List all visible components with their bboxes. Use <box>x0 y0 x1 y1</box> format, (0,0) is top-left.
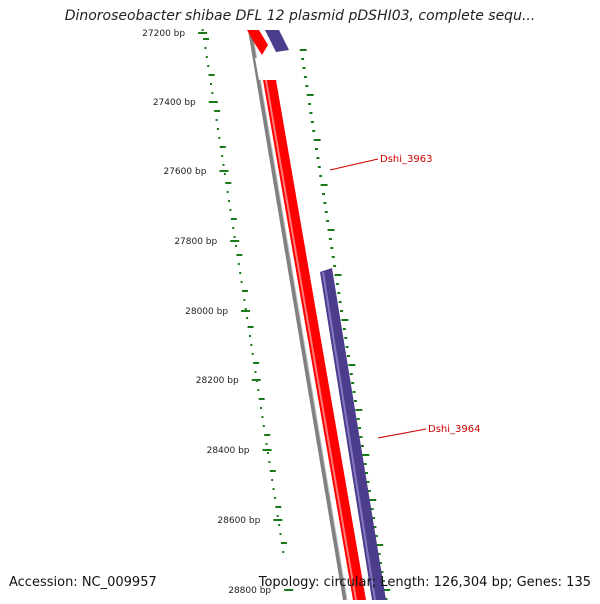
backbone-highlight <box>251 29 348 601</box>
gene-fragment-red-top <box>247 30 268 55</box>
gene-label-Dshi_3963: Dshi_3963 <box>380 154 432 165</box>
backbone-line <box>248 29 347 601</box>
ruler-tick-label: 28200 bp <box>196 376 239 386</box>
genome-info-label: Topology: circular; Length: 126,304 bp; … <box>258 575 591 590</box>
accession-label: Accession: NC_009957 <box>9 575 157 590</box>
ruler-tick-label: 27800 bp <box>174 237 217 247</box>
gene-label-Dshi_3964: Dshi_3964 <box>428 424 480 435</box>
gene-leader-line <box>377 428 427 439</box>
ruler-tick-label: 27400 bp <box>153 98 196 108</box>
ruler-tick-label: 28000 bp <box>185 307 228 317</box>
gene-Dshi_3963-body <box>263 80 366 600</box>
gene-purple-highlight <box>322 271 376 601</box>
ruler-tick-label: 27200 bp <box>142 29 185 39</box>
gene-leader-line <box>329 158 379 171</box>
gene-fragment-purple-top <box>265 30 289 52</box>
ruler-tick-label: 28400 bp <box>207 446 250 456</box>
track-gap <box>255 58 299 80</box>
ruler-tick-label: 27600 bp <box>163 167 206 177</box>
gene-red-highlight <box>265 79 357 601</box>
ruler-tick-label: 28800 bp <box>228 586 271 596</box>
ruler-tick-label: 28600 bp <box>217 516 260 526</box>
map-title: Dinoroseobacter shibae DFL 12 plasmid pD… <box>64 8 536 24</box>
